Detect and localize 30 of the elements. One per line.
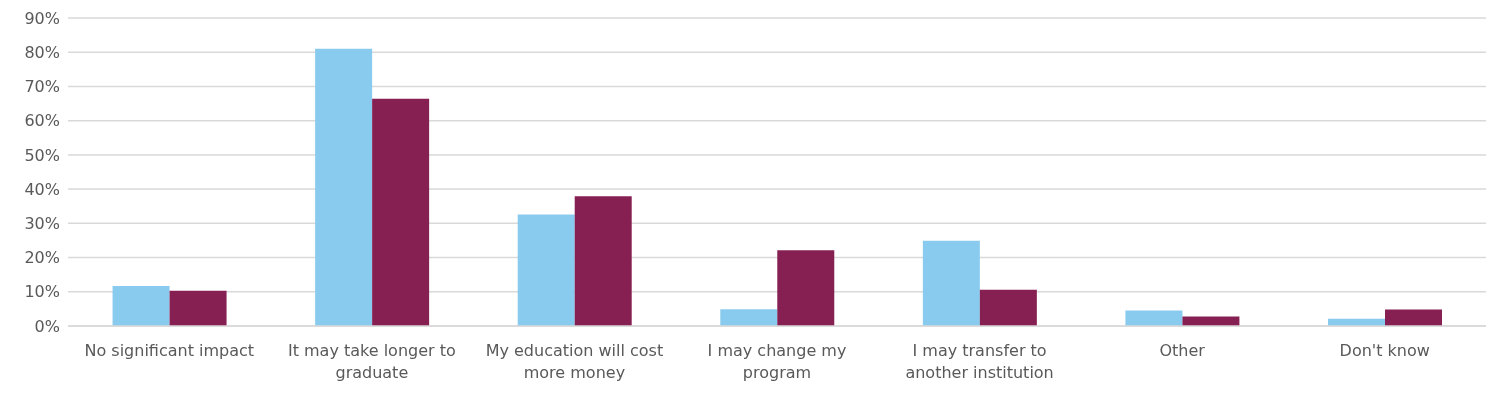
bar (315, 48, 373, 326)
bar (922, 240, 980, 326)
bar (372, 98, 430, 326)
x-tick-label: It may take longer to graduate (287, 341, 456, 382)
bar (169, 290, 227, 326)
y-tick-label: 50% (24, 145, 60, 165)
y-tick-label: 10% (24, 282, 60, 302)
bar (1182, 316, 1240, 326)
bar (979, 289, 1037, 326)
y-tick-label: 40% (24, 179, 60, 199)
x-tick-label: I may change my program (707, 341, 847, 382)
x-tick-label: I may transfer to another institution (905, 341, 1054, 382)
bar (720, 309, 778, 326)
bar (1384, 309, 1442, 326)
y-tick-label: 0% (34, 316, 60, 336)
y-tick-label: 80% (24, 42, 60, 62)
x-tick-label: No significant impact (84, 341, 255, 360)
x-tick-label: Don't know (1339, 341, 1430, 360)
bar (574, 196, 632, 326)
y-tick-label: 90% (24, 8, 60, 28)
x-tick-label: My education will cost more money (485, 341, 664, 382)
bar (112, 285, 170, 326)
y-tick-label: 70% (24, 77, 60, 97)
bar (777, 250, 835, 326)
y-tick-label: 60% (24, 111, 60, 131)
y-tick-label: 30% (24, 214, 60, 234)
x-tick-label: Other (1159, 341, 1206, 360)
y-tick-label: 20% (24, 248, 60, 268)
bar (517, 214, 575, 326)
bar (1125, 310, 1183, 326)
